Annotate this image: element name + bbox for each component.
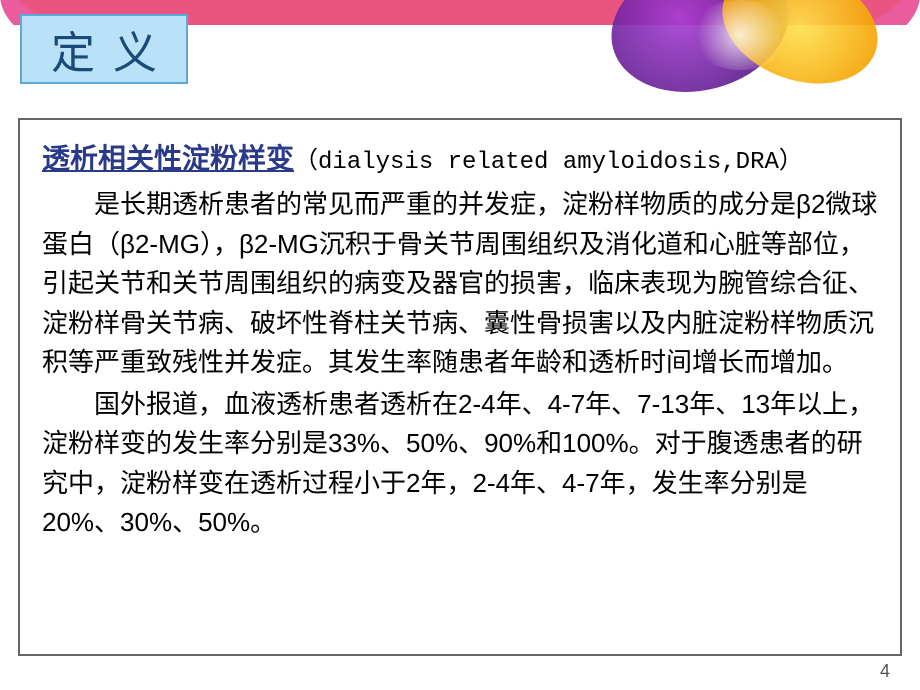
banner-swirl bbox=[690, 0, 790, 70]
page-number: 4 bbox=[880, 661, 890, 682]
slide-title-text: 定义 bbox=[51, 17, 175, 81]
content-box: 透析相关性淀粉样变（dialysis related amyloidosis,D… bbox=[18, 118, 902, 656]
heading-paren: （dialysis related amyloidosis,DRA） bbox=[294, 149, 803, 176]
heading-line: 透析相关性淀粉样变（dialysis related amyloidosis,D… bbox=[42, 138, 878, 181]
paragraph-2: 国外报道，血液透析患者透析在2-4年、4-7年、7-13年、13年以上，淀粉样变… bbox=[42, 385, 878, 543]
slide-top-banner: 定义 bbox=[0, 0, 920, 120]
slide-title-box: 定义 bbox=[20, 14, 188, 84]
heading-term: 透析相关性淀粉样变 bbox=[42, 143, 294, 174]
paragraph-1: 是长期透析患者的常见而严重的并发症，淀粉样物质的成分是β2微球蛋白（β2-MG）… bbox=[42, 185, 878, 383]
